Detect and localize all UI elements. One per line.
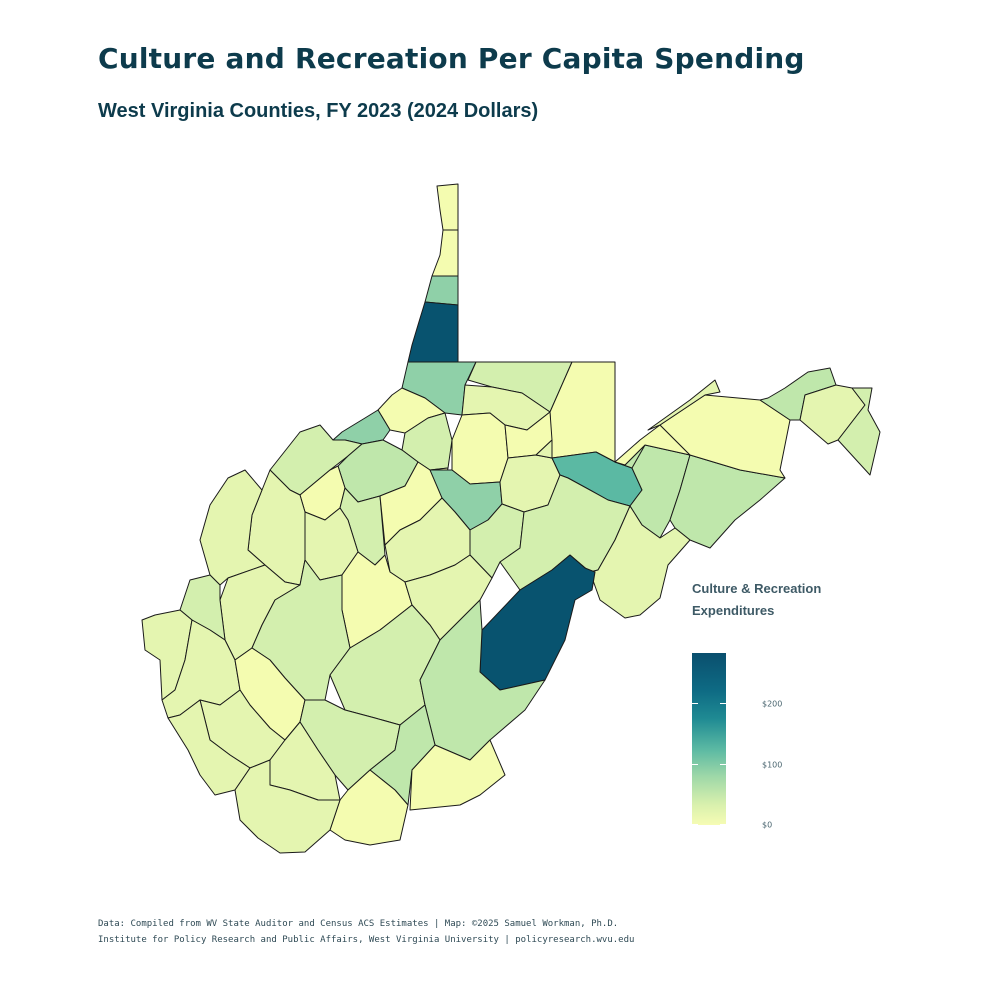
legend-title-line1: Culture & Recreation <box>692 581 822 596</box>
map-title: Culture and Recreation Per Capita Spendi… <box>98 42 805 75</box>
county-mineral <box>614 424 691 469</box>
county-hampshire <box>659 394 791 479</box>
county-mercer <box>329 769 409 846</box>
county-morgan <box>647 379 721 431</box>
legend-title-line2: Expenditures <box>692 603 775 618</box>
county-barbour <box>535 439 553 459</box>
legend-label-100: $100 <box>762 760 783 770</box>
county-jefferson <box>837 387 881 476</box>
county-ohio <box>424 275 459 306</box>
county-harrison <box>451 412 509 485</box>
county-brooke <box>431 229 459 277</box>
map-subtitle: West Virginia Counties, FY 2023 (2024 Do… <box>98 100 539 122</box>
county-mason <box>199 469 266 586</box>
county-marshall <box>407 301 459 363</box>
footer-source-line: Data: Compiled from WV State Auditor and… <box>98 919 619 929</box>
county-hancock <box>436 183 459 231</box>
county-pendleton <box>589 505 691 619</box>
legend-color-bar <box>692 653 726 825</box>
county-pleasants <box>332 409 391 445</box>
county-monroe <box>409 739 506 811</box>
legend-label-200: $200 <box>762 699 783 709</box>
county-mcdowell <box>234 759 341 854</box>
footer-institute-line: Institute for Policy Research and Public… <box>98 935 635 945</box>
legend-label-0: $0 <box>762 820 773 830</box>
legend-title: Culture & Recreation Expenditures <box>692 578 852 622</box>
